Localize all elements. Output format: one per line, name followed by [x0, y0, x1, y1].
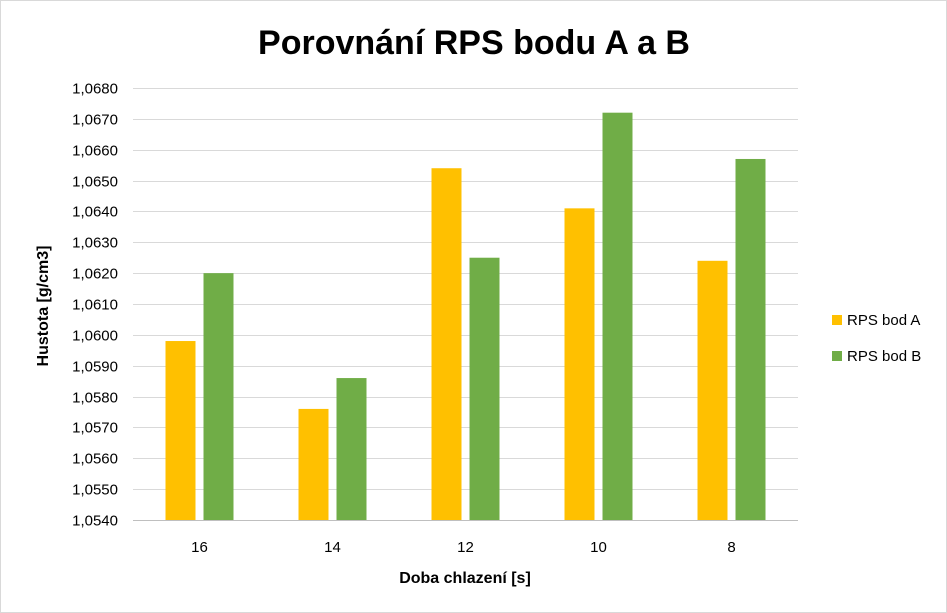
bar-b-16 [203, 273, 234, 520]
y-tick-label: 1,0680 [72, 81, 118, 98]
bar-a-12 [431, 168, 462, 520]
y-tick-label: 1,0610 [72, 297, 118, 314]
y-axis-ticks: 1,0540 1,0550 1,0560 1,0570 1,0580 1,0590 1,06… [72, 81, 118, 530]
bar-b-12 [469, 257, 500, 520]
legend-swatch [832, 315, 842, 325]
legend-label: RPS bod B [847, 348, 921, 365]
legend: RPS bod A RPS bod B [832, 312, 921, 365]
bar-b-14 [336, 378, 367, 520]
y-tick-label: 1,0630 [72, 235, 118, 252]
bar-a-8 [697, 260, 728, 520]
bar-b-8 [735, 158, 766, 520]
y-tick-label: 1,0550 [72, 482, 118, 499]
y-tick-label: 1,0640 [72, 204, 118, 221]
x-axis-ticks: 16 14 12 10 8 [191, 539, 736, 556]
legend-swatch [832, 351, 842, 361]
y-tick-label: 1,0580 [72, 390, 118, 407]
bar-a-14 [298, 408, 329, 520]
y-tick-label: 1,0590 [72, 359, 118, 376]
chart-title: Porovnání RPS bodu A a B [258, 24, 690, 62]
bar-a-16 [165, 341, 196, 520]
y-tick-label: 1,0540 [72, 513, 118, 530]
bar-b-10 [602, 112, 633, 520]
x-tick-label: 10 [590, 539, 607, 556]
gridlines [133, 88, 798, 521]
x-tick-label: 16 [191, 539, 208, 556]
y-tick-label: 1,0570 [72, 420, 118, 437]
y-tick-label: 1,0600 [72, 328, 118, 345]
y-tick-label: 1,0560 [72, 451, 118, 468]
y-axis-title: Hustota [g/cm3] [35, 246, 52, 367]
x-axis-title: Doba chlazení [s] [399, 570, 531, 587]
x-tick-label: 14 [324, 539, 341, 556]
x-tick-label: 12 [457, 539, 474, 556]
y-tick-label: 1,0650 [72, 174, 118, 191]
bars [165, 112, 766, 521]
y-tick-label: 1,0620 [72, 266, 118, 283]
y-tick-label: 1,0670 [72, 112, 118, 129]
legend-label: RPS bod A [847, 312, 920, 329]
y-tick-label: 1,0660 [72, 143, 118, 160]
bar-a-10 [564, 208, 595, 521]
x-tick-label: 8 [727, 539, 735, 556]
